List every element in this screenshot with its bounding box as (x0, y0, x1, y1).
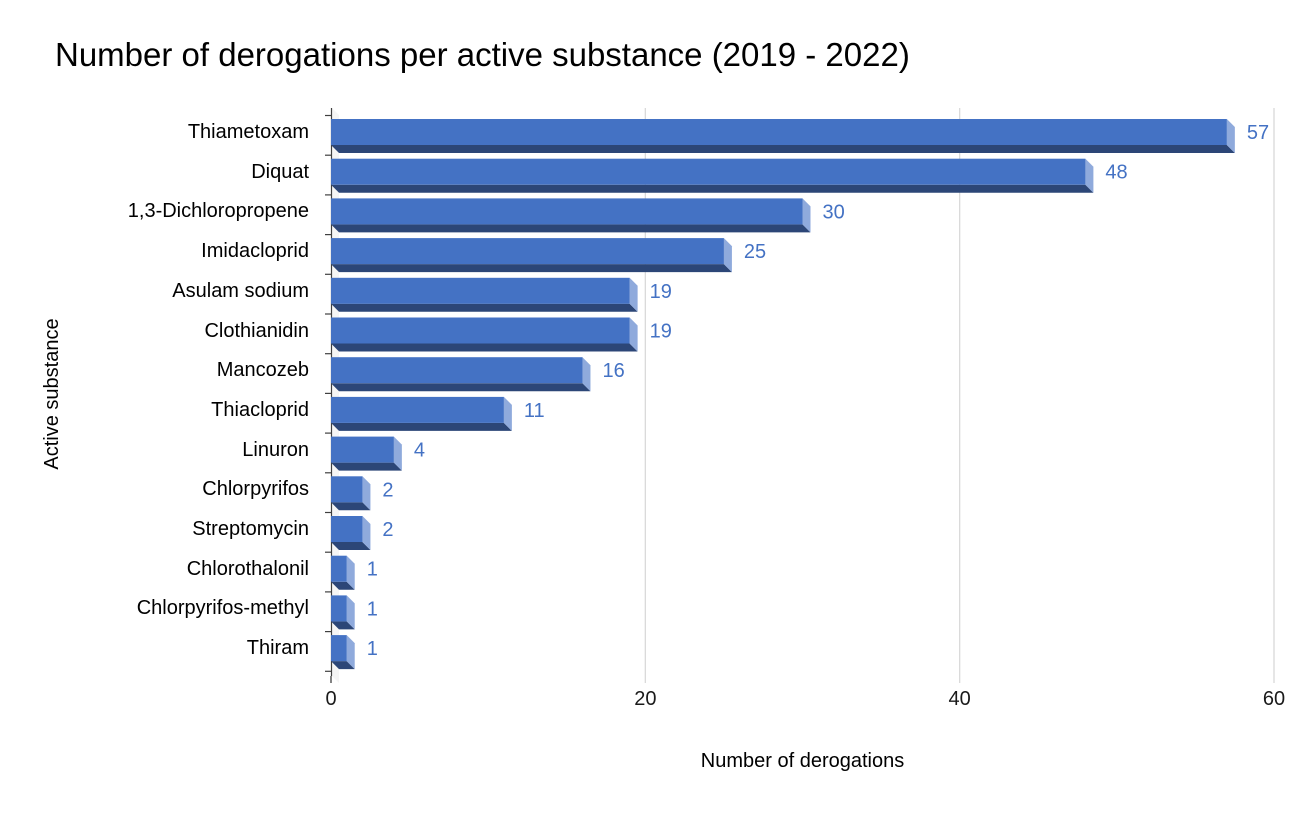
bar-end-face (723, 238, 732, 273)
bar-value-label: 19 (650, 281, 672, 303)
bar-bottom-face (331, 462, 402, 471)
x-tick-label: 20 (634, 688, 656, 710)
bar-value-label: 19 (650, 321, 672, 343)
bar-bottom-face (331, 542, 371, 550)
bar-bottom-face (331, 184, 1094, 193)
bar (331, 436, 394, 463)
bar-value-label: 25 (744, 241, 766, 263)
bar-end-face (1085, 158, 1094, 193)
bar-end-face (362, 516, 371, 550)
bar-end-face (802, 198, 811, 233)
x-tick-label: 60 (1263, 688, 1285, 710)
category-label: Clothianidin (204, 319, 309, 342)
bar-value-label: 4 (414, 440, 425, 462)
bar (331, 555, 347, 582)
bar-value-label: 2 (382, 519, 393, 541)
bar (331, 635, 347, 662)
bar-end-face (503, 396, 512, 431)
category-label: Thiacloprid (211, 398, 309, 421)
category-label: Asulam sodium (172, 279, 309, 302)
bar-bottom-face (331, 145, 1235, 153)
bar-value-label: 11 (524, 400, 545, 422)
category-label: Imidacloprid (201, 240, 309, 263)
category-label: Thiram (246, 637, 309, 660)
category-label: Mancozeb (216, 359, 309, 382)
bar (331, 476, 363, 503)
category-label: Diquat (251, 160, 309, 183)
bar-bottom-face (331, 661, 355, 670)
bar (331, 595, 347, 622)
category-label: Streptomycin (192, 518, 309, 540)
bar-value-label: 1 (367, 598, 378, 620)
bar-bottom-face (331, 502, 371, 511)
bar-value-label: 1 (367, 559, 378, 581)
bar-bottom-face (331, 343, 638, 352)
bar-bottom-face (331, 422, 512, 431)
bar (331, 317, 630, 344)
chart-title: Number of derogations per active substan… (55, 36, 910, 73)
bar-value-label: 1 (367, 638, 378, 660)
bar-end-face (362, 476, 371, 511)
bar (331, 357, 583, 384)
bar (331, 238, 724, 265)
bar-bottom-face (331, 303, 638, 312)
bar-value-label: 57 (1247, 122, 1269, 144)
bar (331, 277, 630, 304)
bar-bottom-face (331, 264, 732, 273)
bar (331, 158, 1086, 185)
category-label: Chlorothalonil (186, 557, 309, 580)
bar-end-face (346, 635, 355, 670)
bar (331, 119, 1227, 145)
category-label: 1,3-Dichloropropene (127, 200, 309, 223)
bar-end-face (1226, 119, 1235, 153)
x-axis-title: Number of derogations (700, 750, 905, 772)
bar-end-face (582, 357, 591, 392)
bar (331, 198, 803, 225)
bar-end-face (629, 277, 638, 312)
bar-end-face (393, 436, 402, 471)
bar-end-face (346, 595, 355, 630)
bar-bottom-face (331, 581, 355, 590)
bar-value-label: 16 (602, 360, 624, 382)
bar-value-label: 48 (1105, 162, 1127, 184)
bar-value-label: 2 (382, 479, 393, 501)
bar-bottom-face (331, 621, 355, 630)
bar (331, 516, 363, 542)
bar-value-label: 30 (823, 201, 845, 223)
x-tick-label: 40 (949, 688, 971, 710)
bar-end-face (346, 555, 355, 590)
bar-bottom-face (331, 224, 811, 233)
bar-bottom-face (331, 383, 591, 392)
category-label: Chlorpyrifos (202, 478, 309, 501)
x-tick-label: 0 (325, 688, 336, 710)
category-label: Linuron (242, 438, 309, 461)
bar (331, 396, 504, 423)
bar-end-face (629, 317, 638, 352)
category-label: Thiametoxam (187, 121, 309, 143)
category-axis-labels: Thiametoxam Diquat 1,3-Dichloropropene Imid… (0, 0, 309, 700)
category-label: Chlorpyrifos-methyl (136, 597, 309, 620)
